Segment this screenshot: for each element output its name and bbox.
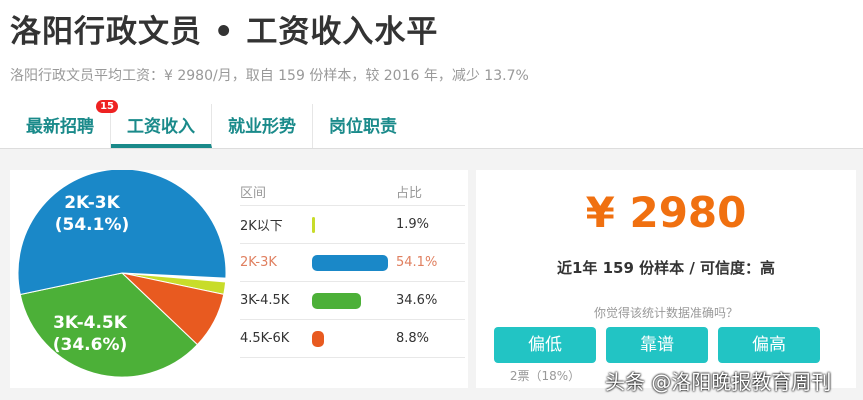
average-salary: ¥ 2980	[585, 188, 747, 237]
header-range: 区间	[240, 186, 267, 201]
slice-label: (54.1%)	[55, 215, 130, 235]
header-share: 占比	[396, 186, 423, 201]
vote-accurate-button[interactable]: 靠谱	[606, 327, 708, 363]
distribution-panel: 2K-3K (54.1%) 3K-4.5K (34.6%) 区间 占比 2K以下 1.9%…	[10, 170, 468, 388]
table-row: 2K以下 1.9%	[240, 206, 465, 244]
share-value: 54.1%	[396, 255, 438, 270]
tab-label: 就业形势	[228, 117, 296, 137]
share-bar	[312, 216, 315, 233]
watermark: 头条 @洛阳晚报教育周刊	[605, 370, 832, 394]
tab-duties[interactable]: 岗位职责	[313, 104, 413, 148]
tab-bar: 最新招聘 15 工资收入 就业形势 岗位职责	[10, 100, 413, 148]
vote-low-button[interactable]: 偏低	[494, 327, 596, 363]
tab-employment[interactable]: 就业形势	[212, 104, 313, 148]
slice-label: 2K-3K	[64, 193, 120, 213]
share-bar	[312, 330, 325, 347]
table-row: 2K-3K 54.1%	[240, 244, 465, 282]
share-value: 8.8%	[396, 331, 430, 346]
pie-slice	[19, 272, 199, 378]
table-header: 区间 占比	[240, 178, 465, 206]
tab-label: 工资收入	[127, 117, 195, 137]
accuracy-question: 你觉得该统计数据准确吗？	[593, 306, 738, 320]
table-row: 3K-4.5K 34.6%	[240, 282, 465, 320]
slice-label: 3K-4.5K	[53, 313, 128, 333]
range-label: 2K以下	[240, 219, 283, 234]
summary-panel: ¥ 2980 近1年 159 份样本 / 可信度：高 你觉得该统计数据准确吗？ …	[476, 170, 856, 388]
count-badge: 15	[96, 100, 118, 113]
share-bar	[312, 254, 388, 271]
share-value: 1.9%	[396, 217, 430, 232]
tab-label: 最新招聘	[26, 117, 94, 137]
pie-chart: 2K-3K(54.1%) 3K-4.5K(34.6%)	[17, 170, 227, 378]
share-bar	[312, 292, 361, 309]
share-value: 34.6%	[396, 293, 438, 308]
tab-latest-jobs[interactable]: 最新招聘 15	[10, 100, 118, 148]
vote-high-button[interactable]: 偏高	[718, 327, 820, 363]
table-row: 4.5K-6K 8.8%	[240, 320, 465, 358]
tab-label: 岗位职责	[329, 117, 397, 137]
sample-info: 近1年 159 份样本 / 可信度：高	[556, 259, 776, 277]
range-label: 3K-4.5K	[240, 293, 290, 308]
vote-count: 2票（18%）	[509, 369, 581, 383]
range-label: 2K-3K	[240, 255, 277, 270]
slice-label: (34.6%)	[53, 335, 128, 355]
subtitle: 洛阳行政文员平均工资：¥ 2980/月，取自 159 份样本，较 2016 年，…	[10, 68, 529, 84]
page-title: 洛阳行政文员 • 工资收入水平	[10, 14, 439, 50]
pie-slice	[17, 170, 227, 296]
distribution-table: 区间 占比 2K以下 1.9% 2K-3K 54.1% 3K-4.5K 34.6% 4.5K-…	[240, 178, 465, 358]
tab-salary[interactable]: 工资收入	[111, 104, 212, 148]
range-label: 4.5K-6K	[240, 331, 290, 346]
